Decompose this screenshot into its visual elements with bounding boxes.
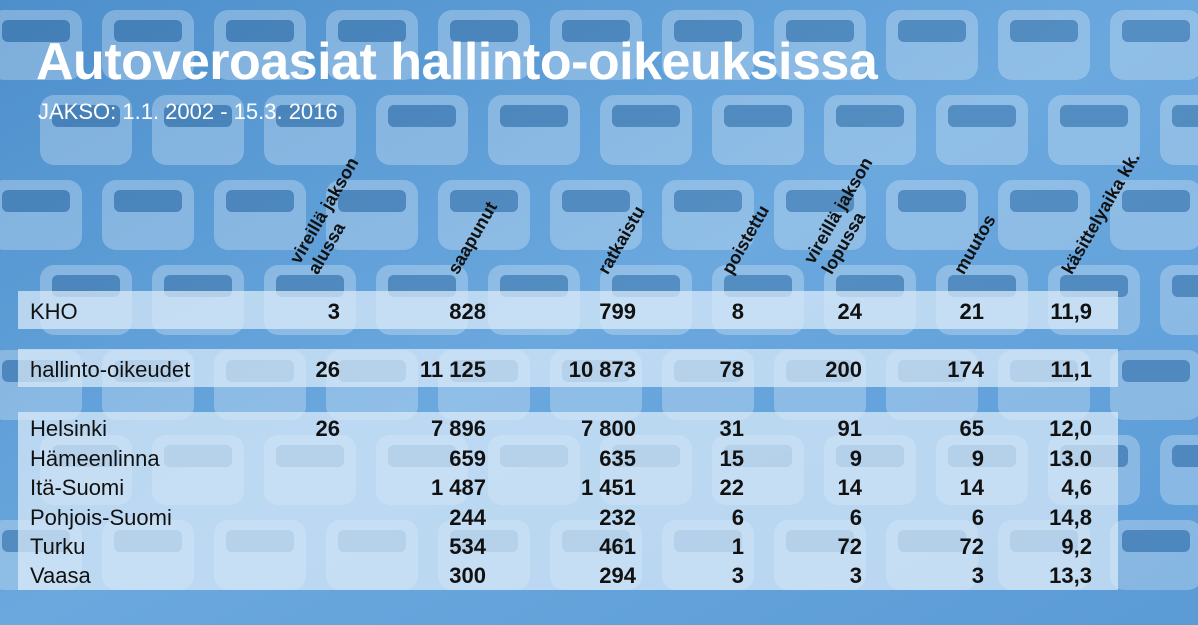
table-cell: 72 xyxy=(959,534,984,559)
table-cell: 3 xyxy=(971,563,984,588)
row-label: KHO xyxy=(30,299,78,324)
table-cell: 1 451 xyxy=(580,475,636,500)
table-cell: 534 xyxy=(449,534,486,559)
table-cell: 21 xyxy=(959,299,984,324)
table-cell: 1 487 xyxy=(430,475,486,500)
row-band xyxy=(18,291,1118,329)
table-row: Itä-Suomi 1 487 1 451 22 14 14 4,6 xyxy=(18,472,1118,502)
table-cell: 14 xyxy=(837,475,862,500)
table-cell: 635 xyxy=(599,446,636,471)
table-cell: 31 xyxy=(719,416,744,441)
table-cell: 72 xyxy=(837,534,862,559)
chart-title: Autoveroasiat hallinto-oikeuksissa xyxy=(36,33,878,91)
row-label: Itä-Suomi xyxy=(30,475,125,500)
table-cell: 65 xyxy=(959,416,984,441)
row-label: Hämeenlinna xyxy=(30,446,160,471)
table-cell: 232 xyxy=(599,505,636,530)
table-cell: 6 xyxy=(971,505,984,530)
row-label: Helsinki xyxy=(30,416,108,441)
table-cell: 9 xyxy=(971,446,984,471)
table-cell: 13,3 xyxy=(1049,563,1092,588)
table-cell: 22 xyxy=(719,475,744,500)
table-cell: 26 xyxy=(315,416,340,441)
row-label: Vaasa xyxy=(30,563,91,588)
table-cell: 300 xyxy=(449,563,486,588)
table-cell: 174 xyxy=(947,357,984,382)
table-cell: 14,8 xyxy=(1049,505,1092,530)
row-band xyxy=(18,412,1118,590)
table-cell: 11 125 xyxy=(419,357,486,382)
table-cell: 24 xyxy=(837,299,862,324)
table-row: hallinto-oikeudet 26 11 125 10 873 78 200 174 1… xyxy=(18,354,1118,384)
table-row: Turku 534 461 1 72 72 9,2 xyxy=(18,531,1118,561)
table-cell: 828 xyxy=(449,299,486,324)
row-label: Pohjois-Suomi xyxy=(30,505,172,530)
table-cell: 9 xyxy=(849,446,862,471)
table-cell: 6 xyxy=(849,505,862,530)
table-cell: 6 xyxy=(731,505,744,530)
table-cell: 8 xyxy=(731,299,744,324)
table-cell: 26 xyxy=(315,357,340,382)
table-cell: 11,1 xyxy=(1050,357,1092,382)
table-cell: 294 xyxy=(599,563,636,588)
table-cell: 3 xyxy=(731,563,744,588)
table-cell: 200 xyxy=(825,357,862,382)
table-cell: 461 xyxy=(599,534,636,559)
table-row: Vaasa 300 294 3 3 3 13,3 xyxy=(18,560,1118,590)
table-cell: 91 xyxy=(837,416,862,441)
table-cell: 15 xyxy=(719,446,744,471)
row-band xyxy=(18,349,1118,387)
table-cell: 3 xyxy=(327,299,340,324)
table-cell: 244 xyxy=(449,505,486,530)
table-cell: 3 xyxy=(849,563,862,588)
table-cell: 9,2 xyxy=(1061,534,1092,559)
row-label: Turku xyxy=(30,534,86,559)
table-cell: 659 xyxy=(449,446,486,471)
table-cell: 7 800 xyxy=(580,416,636,441)
table-cell: 13.0 xyxy=(1049,446,1092,471)
table-cell: 10 873 xyxy=(568,357,636,382)
table-cell: 14 xyxy=(959,475,984,500)
table-cell: 11,9 xyxy=(1050,299,1092,324)
table-cell: 799 xyxy=(599,299,636,324)
table-cell: 4,6 xyxy=(1061,475,1092,500)
table-cell: 12,0 xyxy=(1049,416,1092,441)
table-cell: 7 896 xyxy=(430,416,486,441)
table-row: KHO 3 828 799 8 24 21 11,9 xyxy=(18,296,1118,326)
table-row: Pohjois-Suomi 244 232 6 6 6 14,8 xyxy=(18,502,1118,532)
row-label: hallinto-oikeudet xyxy=(30,357,191,382)
table-cell: 1 xyxy=(731,534,744,559)
table-cell: 78 xyxy=(719,357,744,382)
table-row: Hämeenlinna 659 635 15 9 9 13.0 xyxy=(18,443,1118,473)
chart-subtitle: JAKSO: 1.1. 2002 - 15.3. 2016 xyxy=(38,99,338,124)
table-row: Helsinki 26 7 896 7 800 31 91 65 12,0 xyxy=(18,413,1118,443)
